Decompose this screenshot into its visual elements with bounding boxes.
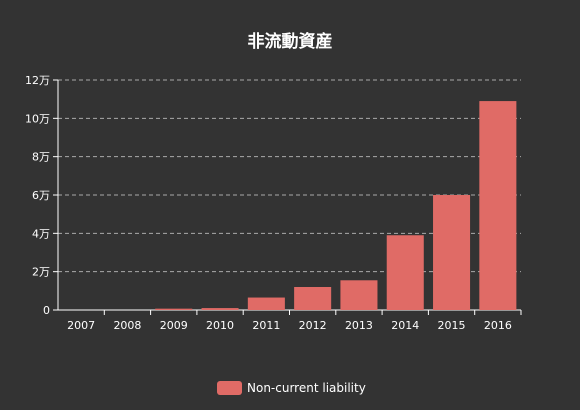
axes: 0 2万 4万 6万 8万 10万 12万 2007 2008 2009 2010 2011 2012 2… (25, 74, 522, 332)
bar-2014[interactable] (386, 235, 424, 310)
y-tick-label: 8万 (32, 151, 50, 164)
x-tick-label: 2011 (252, 319, 280, 332)
x-tick-label: 2013 (345, 319, 373, 332)
x-tick-label: 2012 (299, 319, 327, 332)
bar-2015[interactable] (433, 195, 471, 310)
x-tick-label: 2007 (67, 319, 95, 332)
legend[interactable]: Non-current liability (217, 381, 366, 395)
y-tick-label: 10万 (25, 112, 50, 125)
bars (155, 101, 517, 310)
bar-2013[interactable] (340, 280, 378, 310)
x-tick-label: 2010 (206, 319, 234, 332)
x-tick-label: 2014 (391, 319, 419, 332)
chart-title: 非流動資産 (248, 31, 333, 52)
x-tick-label: 2009 (160, 319, 188, 332)
bar-2009[interactable] (155, 308, 193, 310)
y-tick-label: 12万 (25, 74, 50, 87)
y-tick-label: 0 (43, 304, 50, 317)
legend-swatch[interactable] (217, 381, 242, 395)
bar-2016[interactable] (479, 101, 517, 310)
bar-2012[interactable] (294, 287, 332, 310)
y-tick-label: 4万 (32, 227, 50, 240)
y-tick-label: 2万 (32, 266, 50, 279)
y-tick-label: 6万 (32, 189, 50, 202)
x-tick-label: 2008 (113, 319, 141, 332)
bar-2011[interactable] (247, 297, 285, 310)
x-tick-label: 2016 (484, 319, 512, 332)
legend-label[interactable]: Non-current liability (247, 381, 366, 395)
bar-2010[interactable] (201, 308, 239, 310)
x-tick-label: 2015 (438, 319, 466, 332)
